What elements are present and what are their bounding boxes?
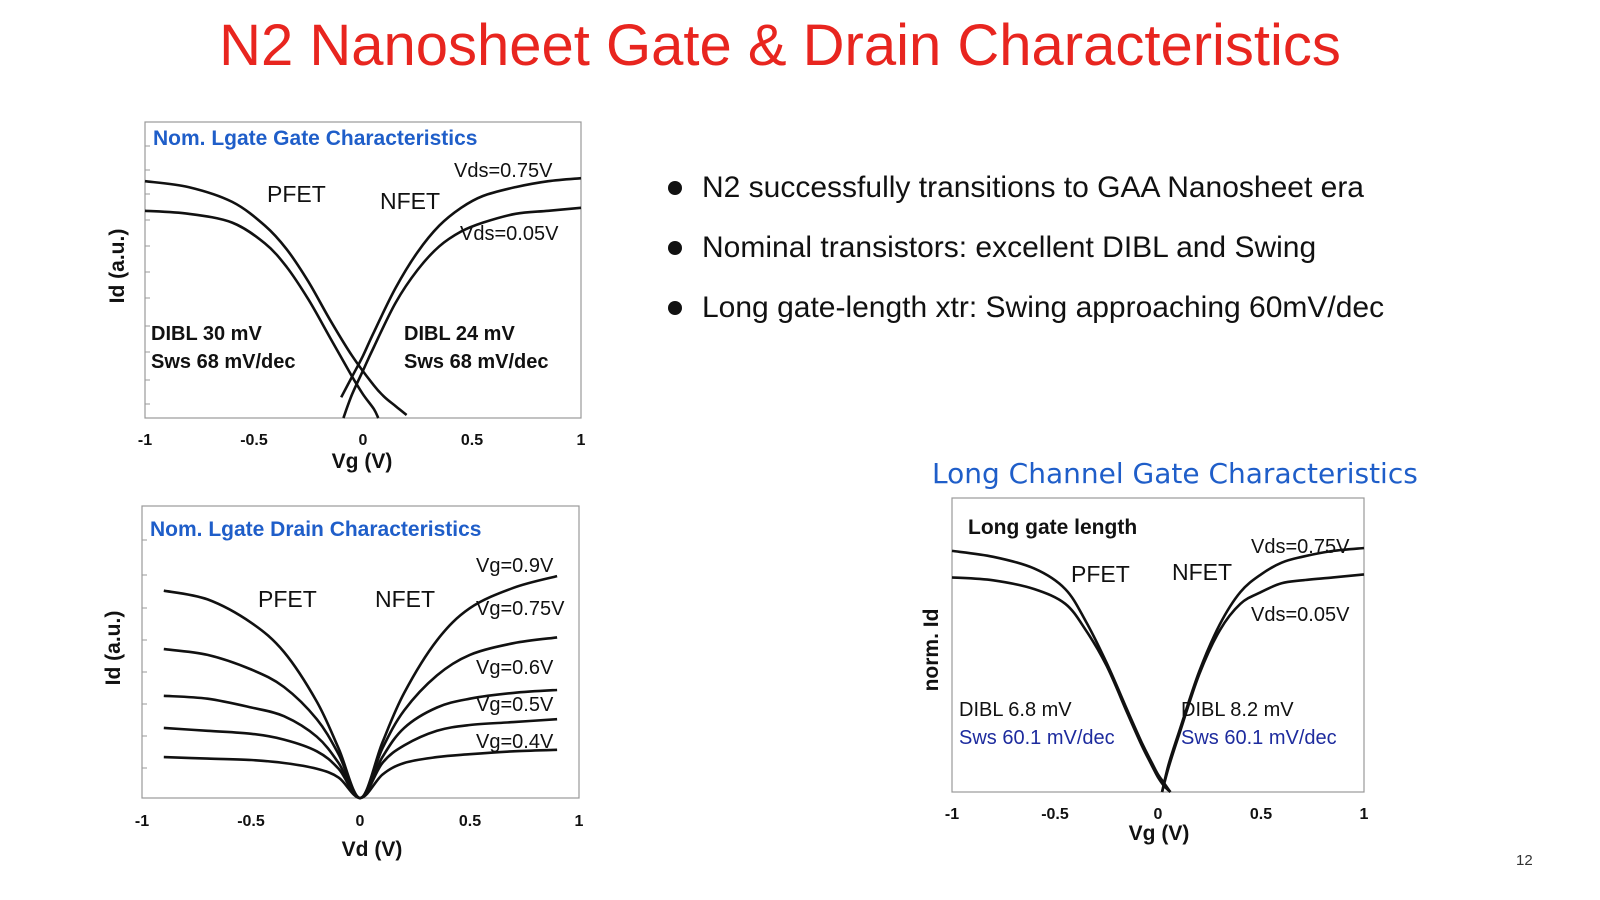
drain-chart-vg-label: Vg=0.9V [476,555,554,577]
gate-chart-xlabel: Vg (V) [332,450,393,473]
drain-chart-title: Nom. Lgate Drain Characteristics [150,518,481,541]
bullet-dot-icon [668,181,682,195]
gate-chart-pfet-dibl: DIBL 30 mV [151,323,262,345]
gate-chart-xtick: 0 [359,432,368,449]
series-line-pfet-vds-0-75v [951,549,1172,793]
series-line-nfet-vds-0-75v [340,176,582,398]
long-gate-chart-xlabel: Vg (V) [1129,822,1190,845]
bullet-item: N2 successfully transitions to GAA Nanos… [668,158,1568,218]
drain-chart-xtick: -0.5 [237,813,265,830]
long-gate-chart-pfet-sws: Sws 60.1 mV/dec [959,727,1115,749]
page-number: 12 [1516,852,1533,869]
long-gate-chart-pfet-dibl: DIBL 6.8 mV [959,699,1072,721]
series-line-nfet-vds-0-05v [1160,573,1365,793]
long-gate-chart-xtick: -1 [945,806,959,823]
series-line-pfet-vds-0-05v [951,576,1172,793]
drain-chart-nfet-label: NFET [375,586,435,612]
gate-chart-frame [144,121,582,419]
long-gate-chart-nfet-dibl: DIBL 8.2 mV [1181,699,1294,721]
long-gate-chart-xtick: 0 [1154,806,1163,823]
slide-title: N2 Nanosheet Gate & Drain Characteristic… [219,13,1341,78]
long-gate-chart-xtick: -0.5 [1041,806,1069,823]
bullet-text: Long gate-length xtr: Swing approaching … [702,291,1385,324]
gate-chart-ylabel: Id (a.u.) [106,229,129,304]
gate-chart-nfet-label: NFET [380,188,440,214]
drain-chart-vg-label: Vg=0.6V [476,657,554,679]
series-line-pfet-vds-0-05v [144,209,380,419]
long-gate-chart-nfet-sws: Sws 60.1 mV/dec [1181,727,1337,749]
drain-chart-vg-label: Vg=0.5V [476,694,554,716]
drain-chart-xtick: 0 [356,813,365,830]
gate-chart-title: Nom. Lgate Gate Characteristics [153,127,477,150]
series-line-nfet-vds-0-05v [342,206,582,419]
bullet-list: N2 successfully transitions to GAA Nanos… [668,158,1568,338]
bullet-text: N2 successfully transitions to GAA Nanos… [702,171,1364,204]
drain-chart-xlabel: Vd (V) [342,838,403,861]
gate-chart-nfet-dibl: DIBL 24 mV [404,323,515,345]
gate-chart-xtick: 0.5 [461,432,483,449]
bullet-item: Long gate-length xtr: Swing approaching … [668,278,1568,338]
gate-chart-nfet-sws: Sws 68 mV/dec [404,351,549,373]
drain-chart-vg-label: Vg=0.4V [476,731,554,753]
gate-chart-xtick: -1 [138,432,152,449]
bullet-dot-icon [668,241,682,255]
long-gate-chart-frame [951,497,1365,793]
long-gate-chart-xtick: 0.5 [1250,806,1272,823]
bullet-dot-icon [668,301,682,315]
drain-chart-xtick: 0.5 [459,813,481,830]
long-gate-chart-vds-low-label: Vds=0.05V [1251,604,1350,626]
gate-chart-pfet-sws: Sws 68 mV/dec [151,351,296,373]
gate-chart-vds-low-label: Vds=0.05V [460,223,559,245]
long-gate-chart-title: Long gate length [968,516,1137,539]
bullet-item: Nominal transistors: excellent DIBL and … [668,218,1568,278]
bullet-text: Nominal transistors: excellent DIBL and … [702,231,1317,264]
series-line-vg-0-4v [163,748,558,800]
long-channel-caption: Long Channel Gate Characteristics [932,457,1418,490]
drain-chart-pfet-label: PFET [258,586,317,612]
gate-chart-vds-high-label: Vds=0.75V [454,160,553,182]
long-gate-chart-nfet-label: NFET [1172,559,1232,585]
long-gate-chart-pfet-label: PFET [1071,561,1130,587]
drain-chart-xtick: -1 [135,813,149,830]
gate-chart-xtick: -0.5 [240,432,268,449]
gate-chart-xtick: 1 [577,432,586,449]
drain-chart-ylabel: Id (a.u.) [102,611,125,686]
long-gate-chart-vds-high-label: Vds=0.75V [1251,536,1350,558]
drain-chart-vg-label: Vg=0.75V [476,598,565,620]
drain-chart-xtick: 1 [575,813,584,830]
long-gate-chart-xtick: 1 [1360,806,1369,823]
gate-chart-pfet-label: PFET [267,181,326,207]
series-line-pfet-vds-0-75v [144,179,408,417]
long-gate-chart-ylabel: norm. Id [920,609,943,692]
